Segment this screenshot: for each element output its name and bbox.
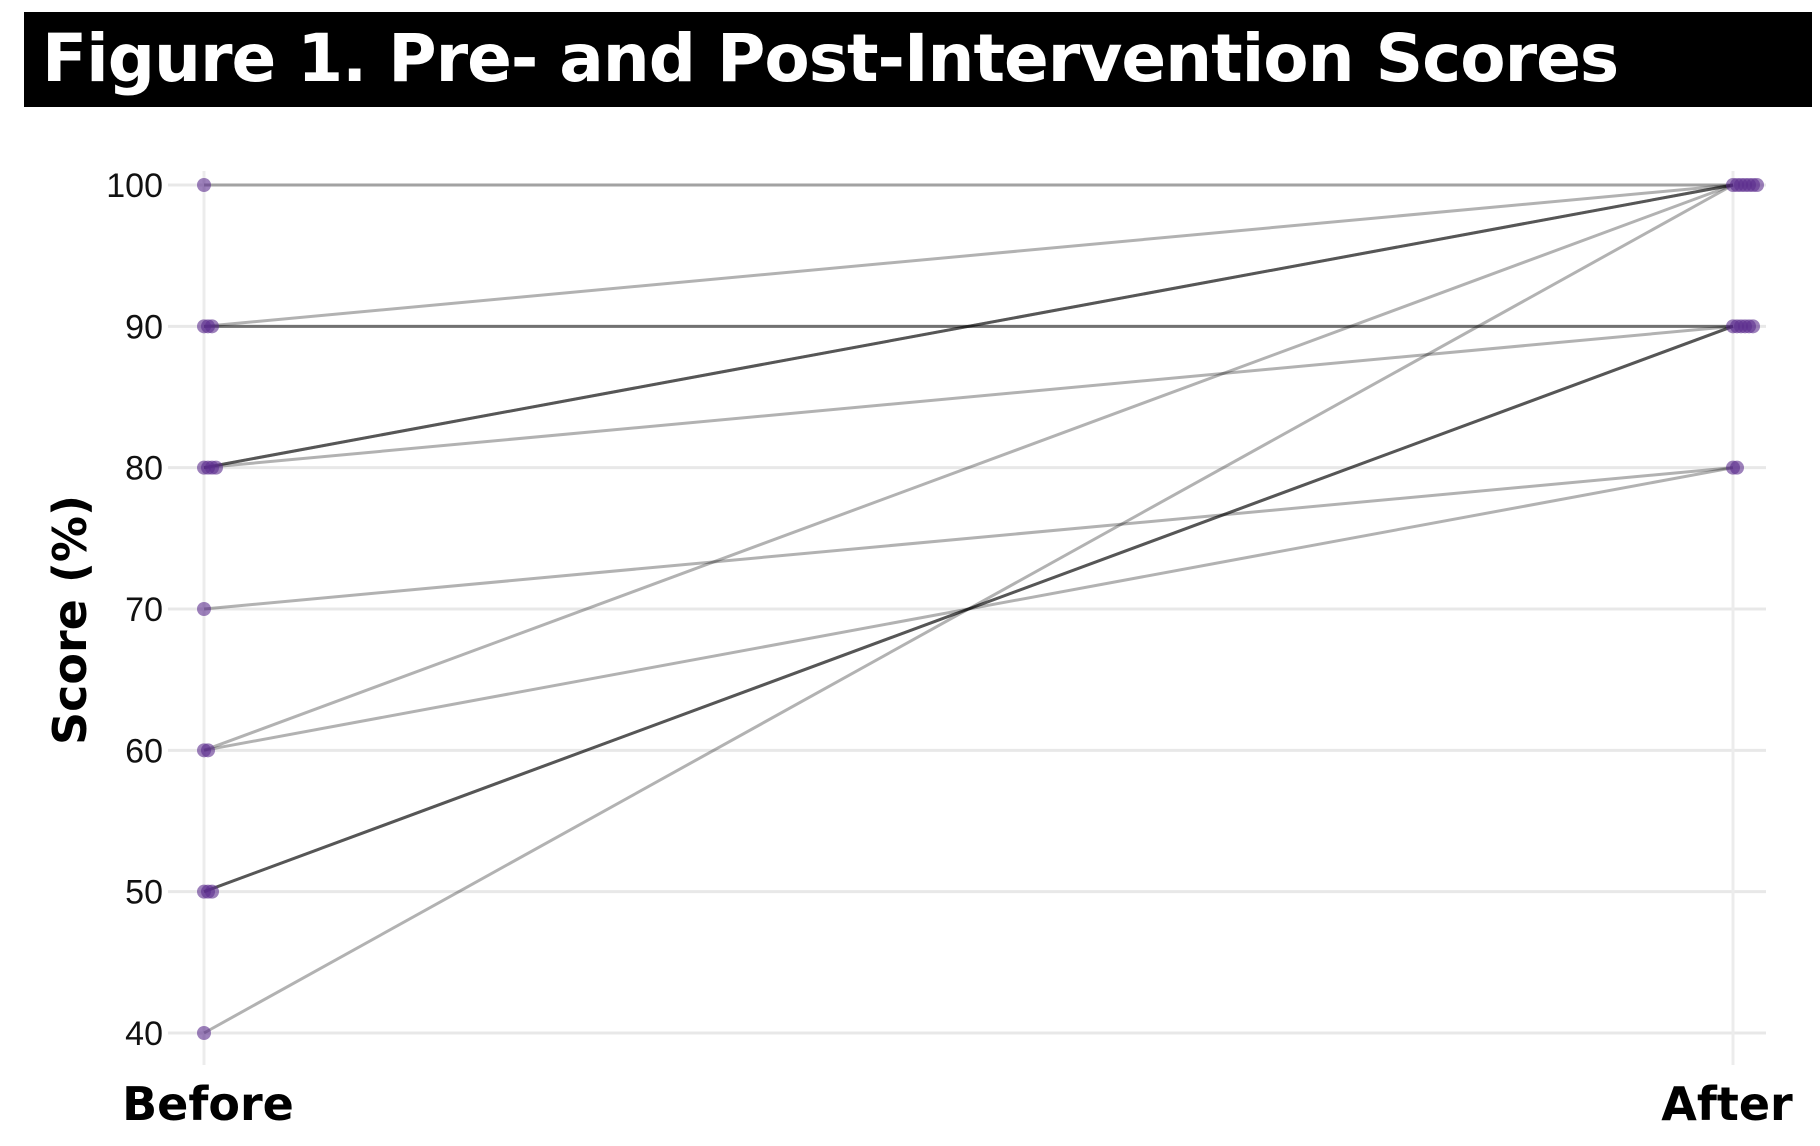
series-line: [203, 183, 1734, 470]
y-tick-label: 40: [125, 1015, 163, 1053]
y-tick-label: 50: [125, 874, 163, 912]
data-point-before: [197, 1026, 211, 1040]
data-point-after: [1746, 319, 1760, 334]
y-axis: 40 50 60 70 80 90 100: [106, 167, 163, 1053]
series-line: [203, 324, 1734, 894]
series-line: [203, 324, 1734, 894]
gridlines: [168, 171, 1766, 1065]
data-point-before: [197, 178, 211, 192]
y-tick-label: 100: [106, 167, 163, 205]
series-line: [203, 183, 1734, 470]
y-tick-label: 80: [125, 450, 163, 488]
y-tick-label: 60: [125, 732, 163, 770]
x-axis: Before After: [122, 1077, 1793, 1131]
series-line: [203, 183, 1734, 328]
series-line: [203, 466, 1734, 752]
chart-title: Figure 1. Pre- and Post-Intervention Sco…: [42, 20, 1619, 97]
series-line: [203, 324, 1734, 894]
data-point-after: [1750, 178, 1764, 192]
series-line: [203, 324, 1734, 470]
title-bar: Figure 1. Pre- and Post-Intervention Sco…: [24, 12, 1812, 107]
data-point-before: [205, 319, 219, 334]
series-lines: [203, 183, 1734, 1035]
series-line: [203, 466, 1734, 611]
y-tick-label: 70: [125, 591, 163, 629]
series-line: [203, 183, 1734, 1035]
y-axis-label: Score (%): [43, 495, 97, 745]
data-point-before: [205, 884, 219, 899]
x-tick-label-after: After: [1661, 1077, 1793, 1131]
y-tick-label: 90: [125, 308, 163, 346]
series-line: [203, 183, 1734, 752]
data-points: [197, 178, 1764, 1040]
data-point-before: [197, 602, 211, 616]
data-point-before: [209, 460, 223, 475]
series-line: [203, 183, 1734, 470]
data-point-before: [201, 743, 215, 758]
data-point-after: [1730, 460, 1744, 475]
x-tick-label-before: Before: [122, 1077, 294, 1131]
